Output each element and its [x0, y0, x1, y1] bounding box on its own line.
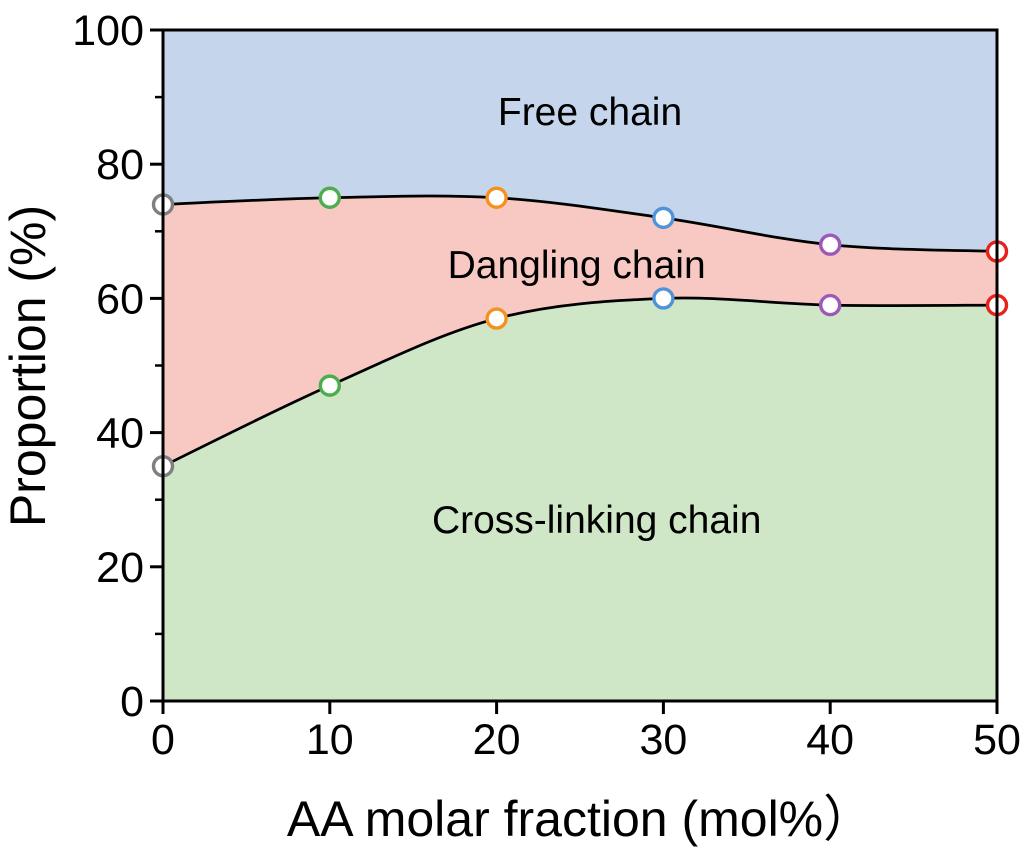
- boundary-lines: [162, 194, 998, 468]
- y-tick-label: 60: [96, 275, 144, 323]
- data-point-marker: [819, 293, 842, 317]
- x-tick-label: 20: [473, 716, 521, 764]
- cross-linking-chain-area: [163, 298, 997, 701]
- y-tick-label: 40: [96, 410, 144, 458]
- axis-ticks: [150, 28, 999, 714]
- y-tick-label: 20: [96, 544, 144, 592]
- y-tick-label: 0: [120, 678, 144, 726]
- data-point-marker: [819, 233, 842, 256]
- data-point-marker: [652, 287, 675, 310]
- data-point-marker: [318, 374, 341, 397]
- data-point-marker: [485, 307, 508, 330]
- y-axis-title: Proportion (%): [0, 205, 56, 527]
- area-label-free-chain: Free chain: [498, 91, 682, 134]
- x-tick-label: 40: [806, 716, 854, 764]
- plot-areas: [163, 30, 997, 702]
- dangling-top-line: [162, 194, 998, 253]
- cross-linking-top-line: [162, 296, 998, 468]
- y-tick-label: 80: [96, 141, 144, 189]
- x-tick-label: 0: [151, 716, 175, 764]
- data-point-marker: [318, 186, 341, 209]
- x-tick-label: 50: [973, 716, 1021, 764]
- data-point-marker: [485, 186, 508, 209]
- area-labels: Free chain Dangling chain Cross-linking …: [432, 91, 761, 542]
- tick-labels: 0 20 40 60 80 100 0 10 20 30 40 50: [72, 7, 1021, 764]
- x-tick-label: 30: [639, 716, 687, 764]
- x-tick-label: 10: [306, 716, 354, 764]
- x-axis-title: AA molar fraction (mol%）: [287, 791, 873, 847]
- area-label-dangling-chain: Dangling chain: [448, 244, 706, 287]
- y-tick-label: 100: [72, 7, 144, 55]
- data-point-marker: [652, 206, 675, 230]
- area-label-cross-linking-chain: Cross-linking chain: [432, 499, 761, 542]
